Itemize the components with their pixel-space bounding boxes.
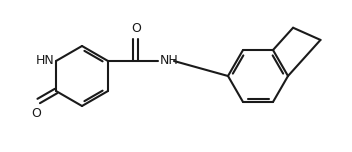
Text: O: O (131, 22, 141, 35)
Text: O: O (31, 107, 40, 120)
Text: HN: HN (35, 54, 54, 67)
Text: NH: NH (160, 54, 179, 67)
